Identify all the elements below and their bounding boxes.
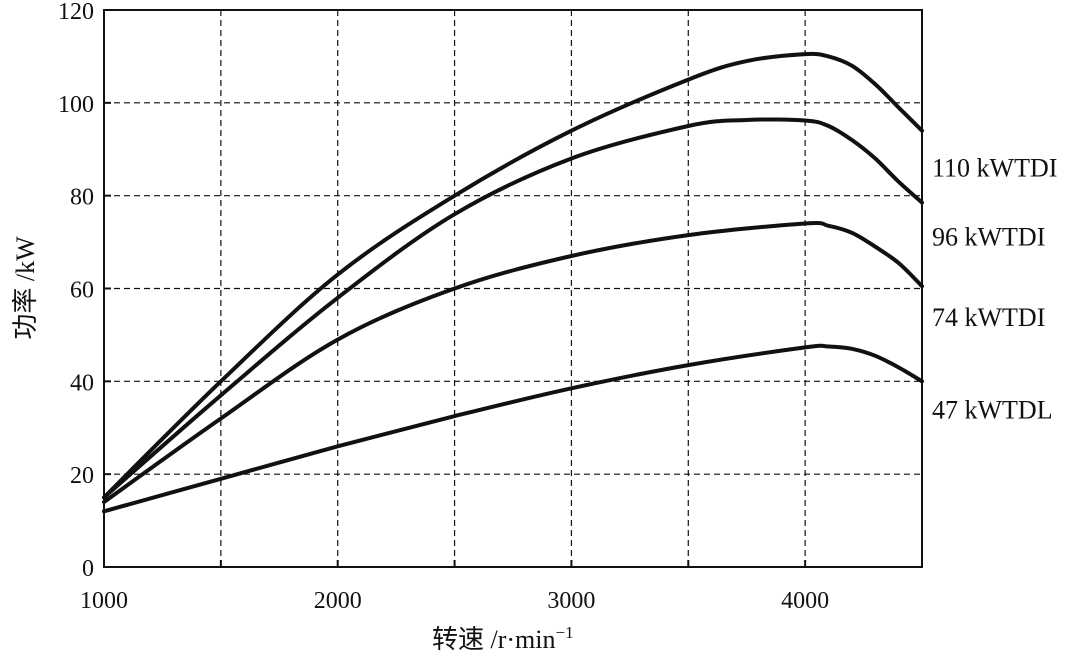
series-label-96-kwtdi: 96 kWTDI (932, 223, 1045, 252)
y-tick-label: 60 (70, 278, 94, 304)
power-curves: 110 kWTDI 96 kWTDI 74 kWTDI 47 kWTDL (102, 51, 1057, 514)
x-axis-title-superscript: −1 (556, 623, 574, 642)
series-label-110-kwtdi: 110 kWTDI (932, 154, 1057, 183)
y-tick-label: 80 (70, 185, 94, 211)
y-axis-title: 功率 /kW (11, 236, 40, 340)
grid-lines (104, 10, 922, 567)
series-label-74-kwtdi: 74 kWTDI (932, 303, 1045, 332)
y-tick-label: 120 (58, 0, 94, 25)
y-tick-label: 0 (82, 556, 94, 582)
series-line-74-kwtdi (102, 221, 924, 504)
y-tick-label: 20 (70, 463, 94, 489)
x-tick-label: 3000 (547, 588, 595, 614)
series-line-47-kwtdl (102, 343, 924, 514)
x-axis-title-text: 转速 /r·min (432, 625, 556, 654)
tick-labels: 1000 2000 3000 4000 0 20 40 60 80 100 120 (58, 0, 829, 614)
axis-ticks (104, 9, 807, 568)
series-line-110-kwtdi (102, 51, 924, 500)
x-tick-label: 4000 (781, 588, 829, 614)
x-tick-label: 1000 (80, 588, 128, 614)
y-tick-label: 100 (58, 92, 94, 118)
y-tick-label: 40 (70, 370, 94, 396)
x-axis-title: 转速 /r·min−1 (432, 623, 574, 654)
series-label-47-kwtdl: 47 kWTDL (932, 395, 1053, 424)
series-line-96-kwtdi (102, 117, 924, 500)
x-tick-label: 2000 (314, 588, 362, 614)
